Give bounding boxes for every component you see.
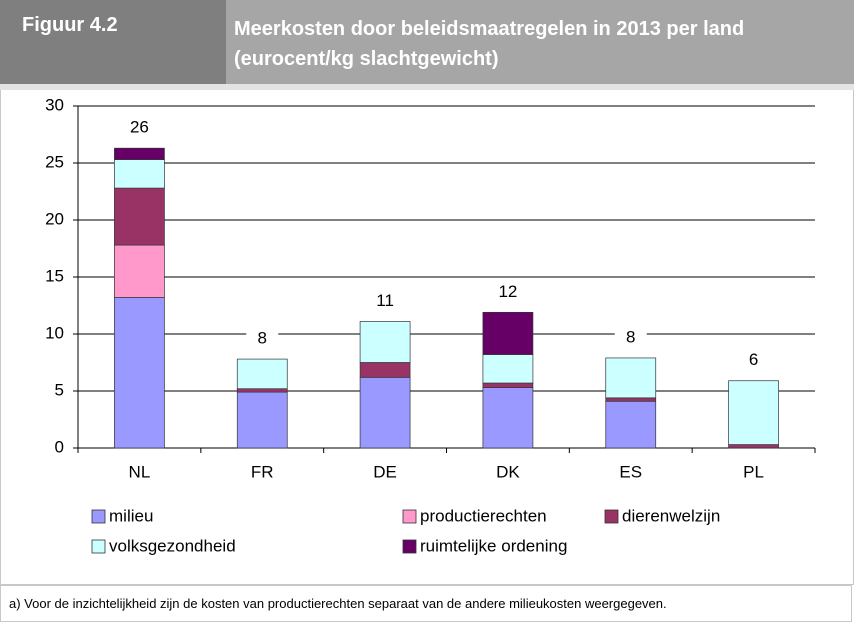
legend-label: volksgezondheid — [109, 536, 236, 555]
total-label: 6 — [749, 350, 758, 369]
bar-segment — [605, 397, 657, 402]
x-tick-label: NL — [129, 462, 151, 481]
total-label: 11 — [376, 291, 394, 310]
legend-label: productierechten — [420, 506, 547, 525]
y-tick-label: 20 — [45, 209, 64, 228]
bar-segment — [114, 159, 165, 189]
bar-segment — [236, 388, 288, 393]
legend-swatch — [402, 539, 417, 554]
total-label: 8 — [258, 329, 267, 348]
y-tick-label: 25 — [45, 152, 64, 171]
legend-swatch — [91, 509, 106, 524]
x-tick-label: DK — [496, 462, 520, 481]
total-label: 26 — [130, 118, 149, 137]
legend-label: ruimtelijke ordening — [420, 536, 567, 555]
chart: 0 5 10 15 20 25 30 NL 26 FR 8 DE 11 DK 12 ES 8 PL 6 milieu p… — [45, 95, 816, 555]
figure-label: Figuur 4.2 — [0, 0, 226, 84]
bar-segment — [114, 187, 165, 246]
total-label: 8 — [626, 327, 635, 346]
bar-segment — [359, 362, 411, 378]
total-label: 12 — [498, 282, 517, 301]
x-tick-label: PL — [743, 462, 764, 481]
total-label-bg — [614, 326, 647, 349]
y-tick-label: 10 — [45, 323, 64, 342]
header: Meerkosten door beleidsmaatregelen in 20… — [226, 0, 854, 84]
bar-segment — [482, 354, 534, 384]
legend-swatch — [604, 509, 619, 524]
bar-segment — [605, 357, 657, 399]
legend-swatch — [91, 539, 106, 554]
footnote: a) Voor de inzichtelijkheid zijn de kost… — [0, 585, 852, 622]
bar-segment — [114, 244, 165, 298]
bar-segment — [482, 311, 534, 355]
y-tick-label: 5 — [55, 380, 64, 399]
x-tick-label: ES — [619, 462, 642, 481]
header-strip — [0, 84, 854, 90]
bar-segment — [728, 380, 779, 445]
total-label-bg — [369, 290, 402, 313]
total-label-bg — [491, 281, 524, 304]
bar-segment — [728, 444, 779, 449]
bar-segment — [114, 297, 165, 449]
bar-segment — [236, 358, 288, 390]
bar-segment — [482, 382, 534, 388]
bar-segment — [482, 387, 534, 449]
bar-segment — [605, 400, 657, 449]
x-tick-label: FR — [251, 462, 274, 481]
y-tick-label: 15 — [45, 266, 64, 285]
legend-label: dierenwelzijn — [622, 506, 720, 525]
total-label-bg — [123, 117, 156, 140]
x-tick-label: DE — [373, 462, 397, 481]
y-tick-label: 0 — [55, 437, 64, 456]
total-label-bg — [246, 328, 279, 351]
bar-segment — [359, 376, 411, 449]
total-label-bg — [737, 349, 770, 372]
legend-label: milieu — [109, 506, 153, 525]
bar-segment — [236, 391, 288, 449]
legend-swatch — [402, 509, 417, 524]
bar-segment — [359, 321, 411, 363]
y-tick-label: 30 — [45, 95, 64, 114]
chart-subtitle: (eurocent/kg slachtgewicht) — [234, 48, 499, 70]
bar-segment — [114, 147, 165, 160]
chart-title: Meerkosten door beleidsmaatregelen in 20… — [234, 18, 745, 40]
